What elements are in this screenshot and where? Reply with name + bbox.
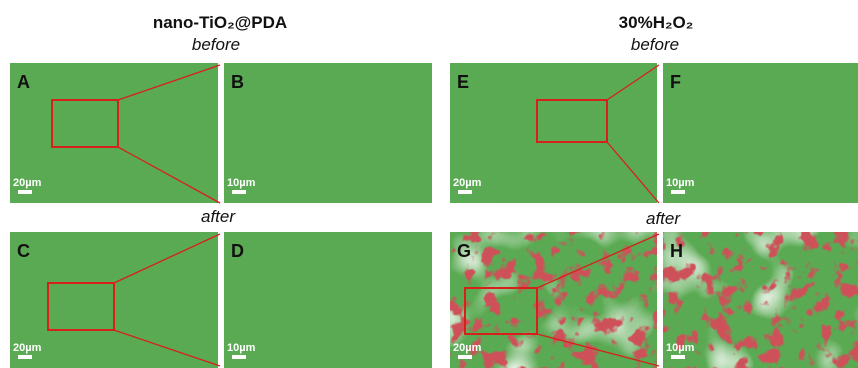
scale-bar [671,355,685,359]
condition-label: after [201,207,236,226]
scale-label: 10µm [666,342,695,354]
panel-label: E [457,72,469,92]
condition-label: before [192,35,240,54]
scale-label: 10µm [227,342,256,354]
condition-label: before [631,35,679,54]
group-title: nano-TiO₂@PDA [153,13,287,32]
figure: nano-TiO₂@PDA before after 30%H₂O₂ befor… [0,0,858,368]
scale-label: 20µm [453,342,482,354]
scale-label: 20µm [453,177,482,189]
scale-bar [18,355,32,359]
group-title: 30%H₂O₂ [619,13,694,32]
scale-bar [671,190,685,194]
scale-bar [232,355,246,359]
scale-bar [232,190,246,194]
scale-bar [458,355,472,359]
scale-label: 10µm [227,177,256,189]
panel-label: H [670,241,683,261]
scale-label: 20µm [13,342,42,354]
panel-label: D [231,241,244,261]
panel-label: B [231,72,244,92]
condition-label: after [646,209,681,228]
scale-label: 10µm [666,177,695,189]
panel-label: F [670,72,681,92]
scale-bar [458,190,472,194]
panel-label: A [17,72,30,92]
scale-bar [18,190,32,194]
panel-label: C [17,241,30,261]
scale-label: 20µm [13,177,42,189]
panel-label: G [457,241,471,261]
